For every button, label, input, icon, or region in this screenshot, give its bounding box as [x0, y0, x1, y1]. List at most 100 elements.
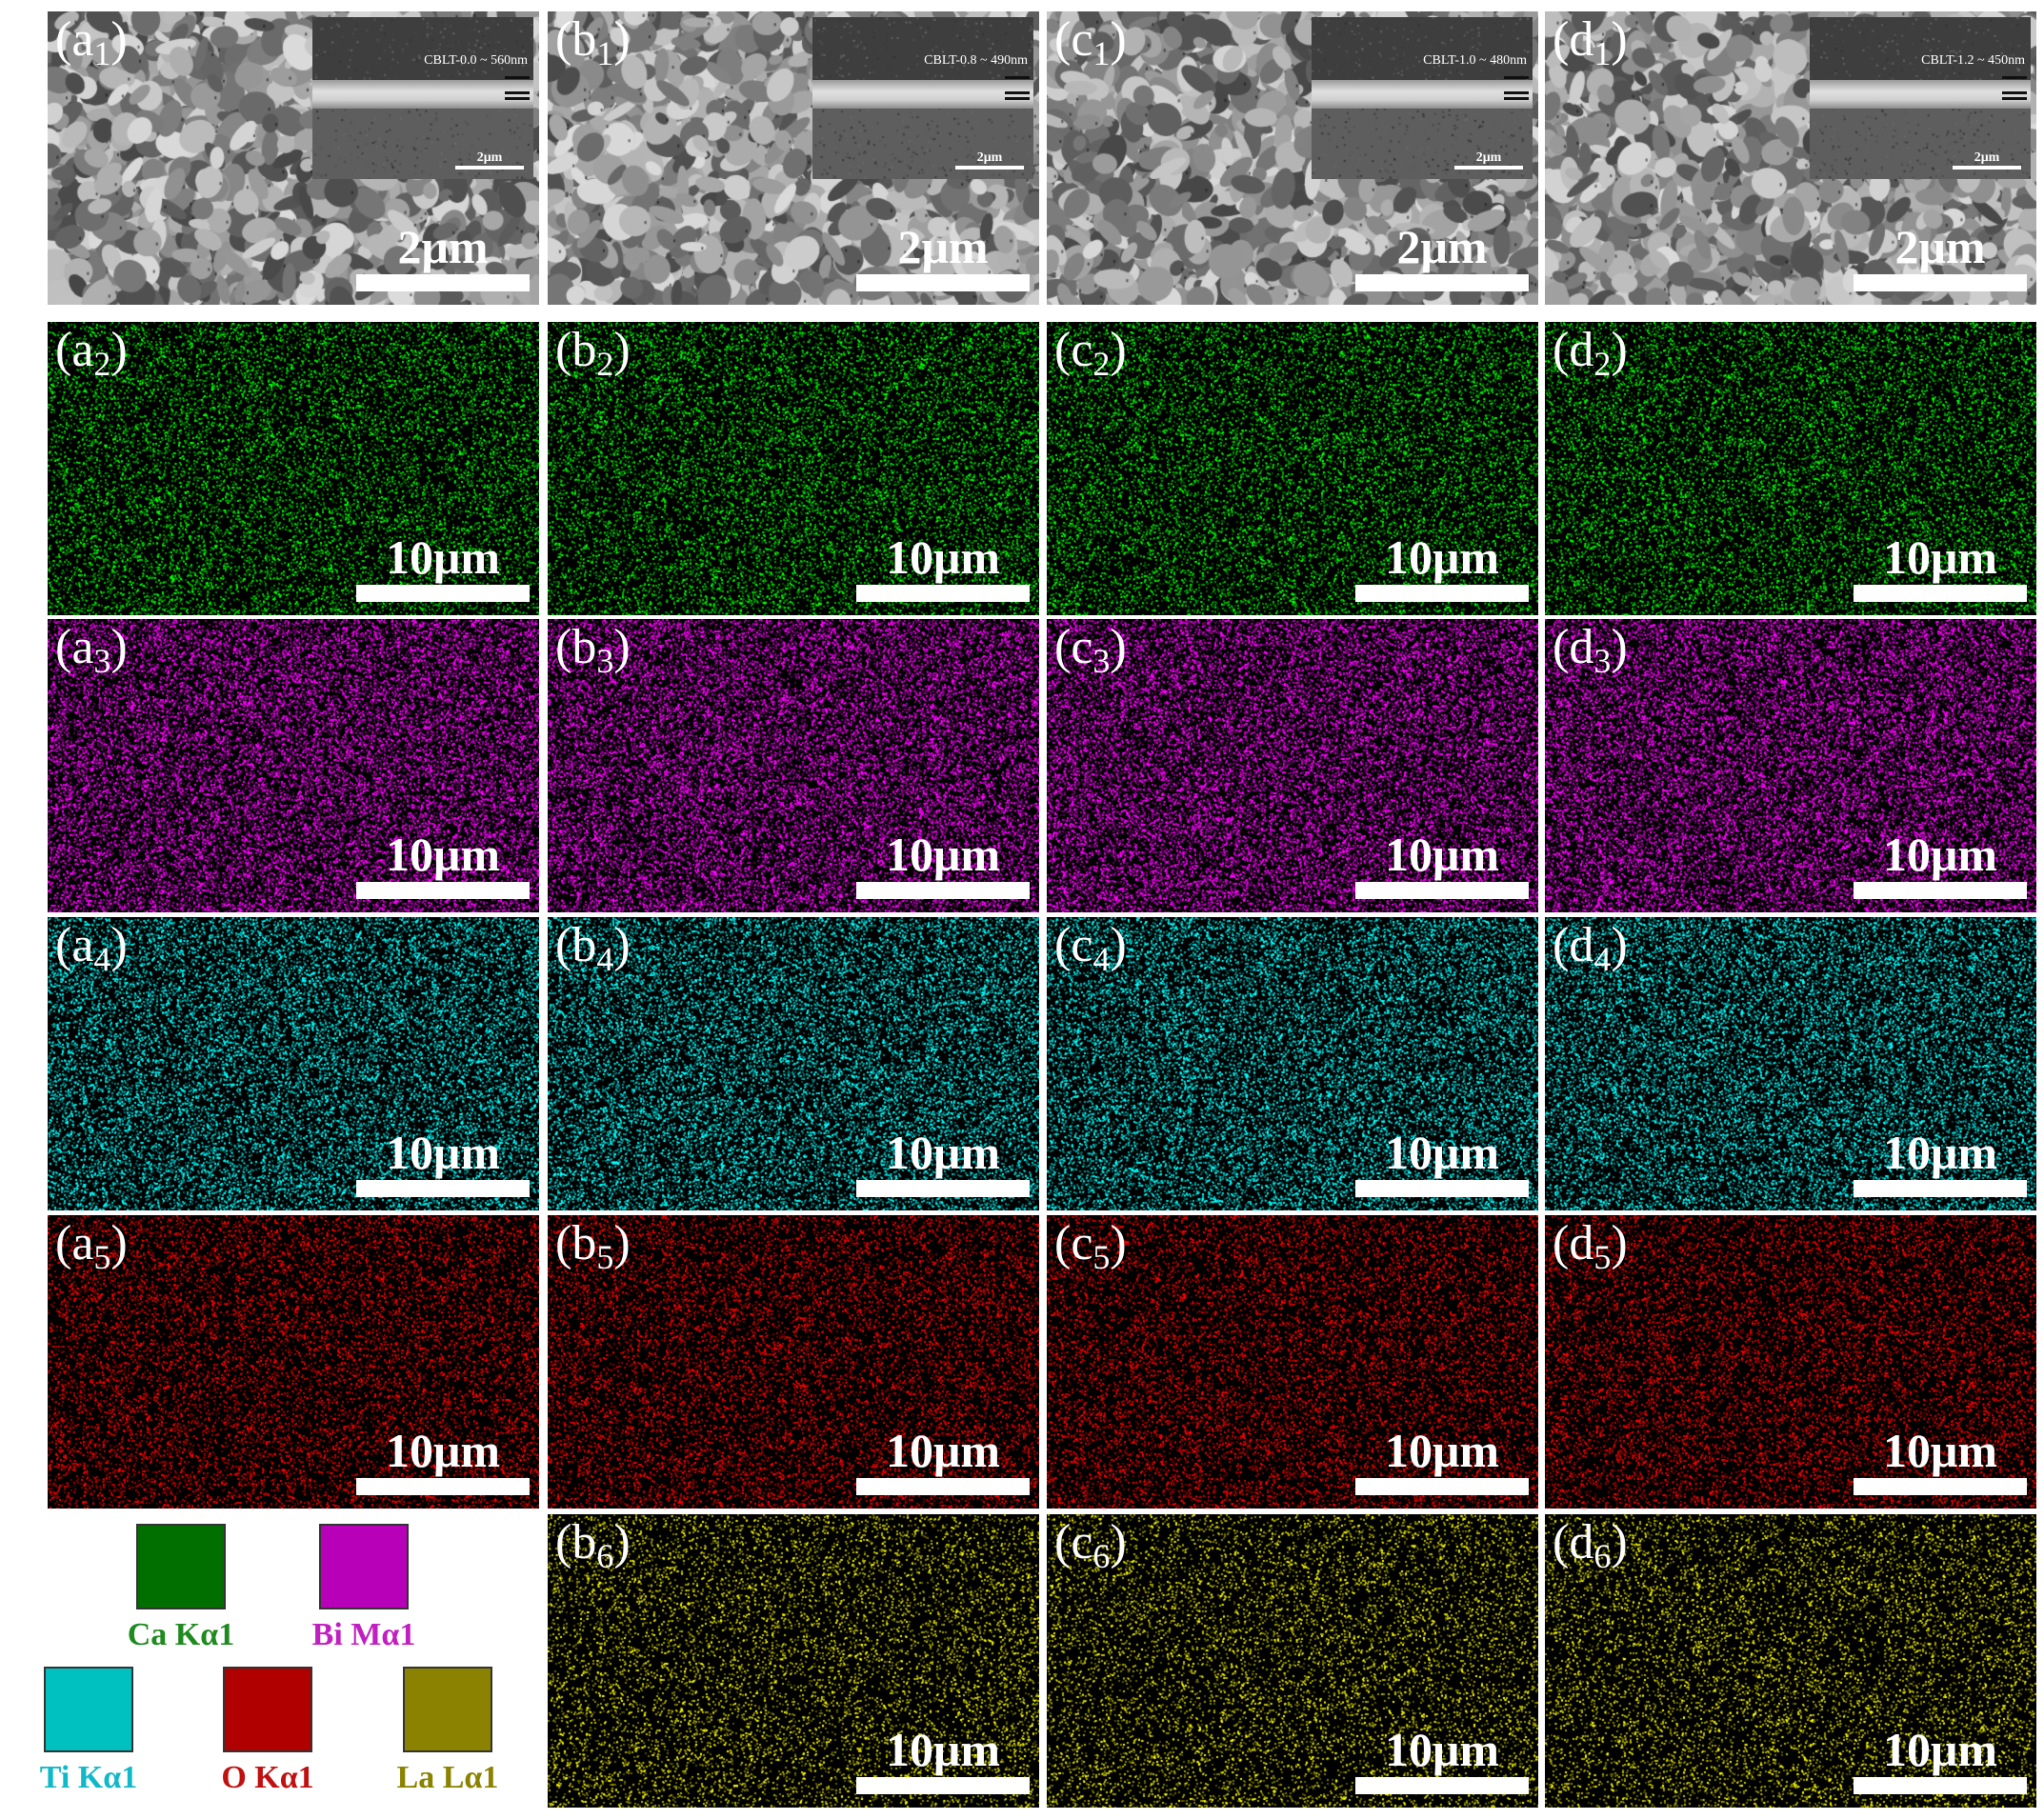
scale-bar: 2μm [1854, 223, 2027, 291]
panel-label-subscript: 1 [596, 34, 614, 72]
panel-label-close: ) [613, 620, 631, 674]
legend-swatch-ti [44, 1667, 133, 1752]
scale-bar: 10μm [356, 1427, 530, 1495]
thickness-marker [1504, 76, 1529, 79]
scale-bar-text: 10μm [886, 1126, 1000, 1179]
panel-b6-la: (b6) 10μm [548, 1514, 1039, 1808]
panel-label-close: ) [613, 12, 631, 67]
legend-swatch-bi [319, 1524, 409, 1609]
inset-caption: CBLT-1.2 ~ 450nm [1921, 53, 2025, 68]
legend-swatch-o [223, 1667, 312, 1752]
scale-bar-line [1854, 1180, 2027, 1197]
legend-swatch-ca [136, 1524, 226, 1609]
scale-bar: 10μm [1854, 1427, 2027, 1495]
scale-bar: 10μm [1355, 1726, 1529, 1794]
inset-scale-text: 2μm [476, 150, 503, 165]
scale-bar: 10μm [1355, 830, 1529, 899]
panel-label-close: ) [1110, 323, 1127, 377]
legend-item-ti: Ti Kα1 [8, 1667, 170, 1796]
panel-label: (a1) [55, 15, 128, 72]
thickness-marker [2002, 91, 2027, 94]
inset-caption: CBLT-0.8 ~ 490nm [924, 53, 1028, 68]
scale-bar-line [856, 274, 1030, 291]
scale-bar: 10μm [356, 1129, 530, 1197]
panel-label-subscript: 6 [1092, 1537, 1111, 1575]
inset-scale-line [1454, 166, 1523, 170]
elemental-map-ca [548, 322, 1039, 615]
scale-bar-line [1854, 1777, 2027, 1794]
panel-label-subscript: 6 [596, 1537, 614, 1575]
legend-label-bi: Bi Mα1 [311, 1617, 416, 1652]
scale-bar-line [1355, 1478, 1529, 1495]
panel-label-letter: (b [555, 12, 597, 67]
scale-bar: 10μm [1854, 533, 2027, 602]
scale-bar-line [1355, 274, 1529, 291]
panel-label-subscript: 1 [1593, 34, 1612, 72]
scale-bar-text: 10μm [1883, 828, 1997, 881]
panel-c1-sem: (c1) CBLT-1.0 ~ 480nm 2μm 2μm [1047, 11, 1538, 305]
panel-label-close: ) [613, 1515, 631, 1569]
panel-label-close: ) [613, 323, 631, 377]
panel-b1-sem: (b1) CBLT-0.8 ~ 490nm 2μm 2μm [548, 11, 1039, 305]
elemental-map-bi [548, 619, 1039, 912]
panel-label: (b4) [555, 921, 631, 977]
panel-label-letter: (d [1553, 918, 1594, 972]
panel-label-close: ) [110, 1216, 128, 1270]
panel-label: (d1) [1553, 15, 1628, 72]
panel-label-close: ) [1611, 918, 1628, 972]
panel-b4-ti: (b4) 10μm [548, 917, 1039, 1210]
panel-label-letter: (c [1054, 323, 1093, 377]
panel-label-close: ) [1611, 620, 1628, 674]
panel-label: (d3) [1553, 620, 1628, 680]
panel-label-letter: (c [1054, 620, 1093, 674]
inset-scale-text: 2μm [1974, 150, 2000, 165]
panel-label-letter: (d [1553, 323, 1594, 377]
elemental-map-o [1047, 1215, 1538, 1509]
panel-label-close: ) [110, 323, 128, 377]
elemental-map-o [548, 1215, 1039, 1509]
scale-bar: 10μm [356, 830, 530, 899]
panel-label-subscript: 4 [93, 940, 111, 978]
panel-label: (d6) [1553, 1518, 1628, 1574]
inset-scale-line [1953, 166, 2021, 170]
scale-bar-text: 2μm [1396, 220, 1488, 273]
panel-label-subscript: 3 [1593, 642, 1612, 680]
thickness-marker [505, 76, 530, 79]
scale-bar-text: 2μm [397, 220, 489, 273]
panel-c5-o: (c5) 10μm [1047, 1215, 1538, 1509]
inset-scale-text: 2μm [976, 150, 1003, 165]
scale-bar-line [1854, 274, 2027, 291]
panel-label-subscript: 3 [93, 642, 111, 680]
panel-label-letter: (b [555, 323, 597, 377]
scale-bar: 2μm [1355, 223, 1529, 291]
scale-bar-text: 2μm [1894, 220, 1986, 273]
panel-c3-bi: (c3) 10μm [1047, 619, 1538, 912]
panel-c6-la: (c6) 10μm [1047, 1514, 1538, 1808]
panel-label-letter: (c [1054, 1216, 1093, 1270]
scale-bar: 10μm [1854, 1726, 2027, 1794]
legend-swatch-la [403, 1667, 492, 1752]
elemental-map-bi [1047, 619, 1538, 912]
panel-label: (c4) [1054, 921, 1127, 977]
scale-bar-text: 10μm [886, 1723, 1000, 1776]
inset-caption: CBLT-1.0 ~ 480nm [1423, 53, 1527, 68]
panel-label: (b3) [555, 620, 631, 679]
panel-label-close: ) [1110, 620, 1127, 674]
panel-label-letter: (a [55, 323, 94, 377]
scale-bar-line [856, 882, 1030, 899]
panel-label-letter: (d [1553, 620, 1594, 674]
scale-bar-line [856, 1180, 1030, 1197]
elemental-map-ti [1047, 917, 1538, 1210]
scale-bar-line [856, 1777, 1030, 1794]
elemental-map-ca [48, 322, 539, 615]
panel-d6-la: (d6) 10μm [1545, 1514, 2036, 1808]
thickness-marker [2002, 97, 2027, 100]
scale-bar: 10μm [856, 1427, 1030, 1495]
panel-label: (d5) [1553, 1219, 1628, 1275]
elemental-map-bi [1545, 619, 2036, 912]
inset-scale-bar: 2μm [955, 150, 1024, 170]
scale-bar: 10μm [856, 1726, 1030, 1794]
panel-label-letter: (a [55, 1216, 94, 1270]
panel-label-subscript: 1 [93, 34, 111, 72]
